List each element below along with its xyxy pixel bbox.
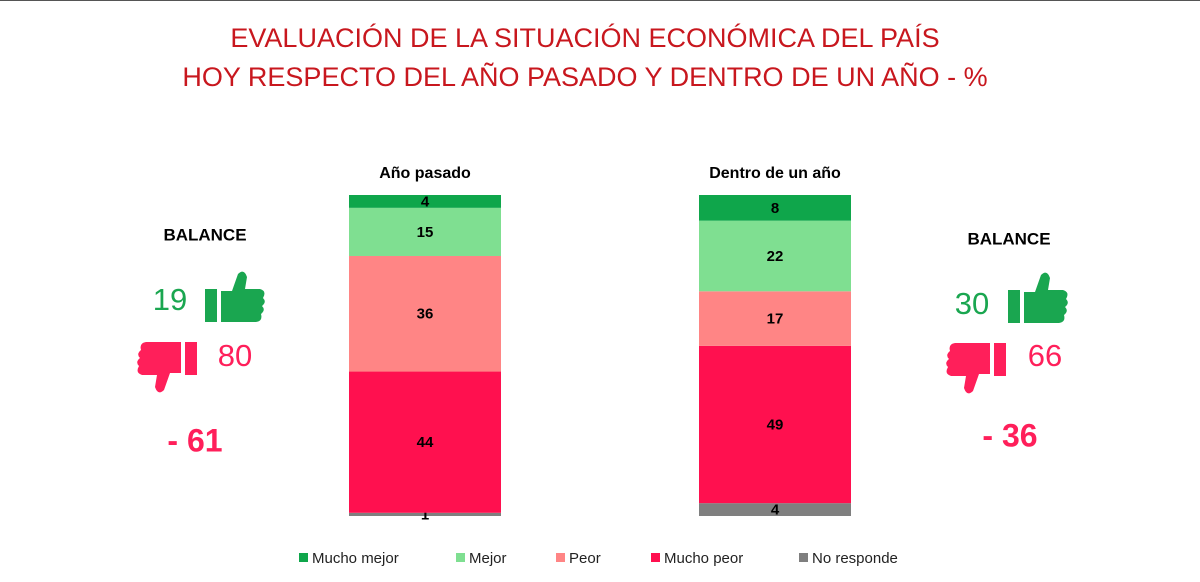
- legend-label: No responde: [812, 550, 898, 567]
- bar-segment: [349, 371, 501, 513]
- data-label: 36: [417, 306, 434, 323]
- thumb-up-icon: [1008, 272, 1068, 323]
- thumb-down-icon: [137, 342, 197, 393]
- data-label: 1: [421, 506, 429, 523]
- legend-label: Mucho mejor: [312, 550, 399, 567]
- data-label: 49: [767, 416, 784, 433]
- balance-positive: 30: [955, 286, 989, 321]
- data-label: 15: [417, 224, 434, 241]
- data-label: 8: [771, 200, 779, 217]
- data-label: 4: [421, 193, 430, 210]
- data-label: 44: [417, 434, 434, 451]
- bar-segment: [699, 345, 851, 504]
- bar-segment: [349, 255, 501, 372]
- bar-segment: [699, 291, 851, 346]
- chart-title: EVALUACIÓN DE LA SITUACIÓN ECONÓMICA DEL…: [230, 22, 939, 53]
- legend-swatch: [456, 553, 465, 562]
- legend-swatch: [651, 553, 660, 562]
- category-label: Dentro de un año: [709, 165, 841, 182]
- thumb-up-icon: [205, 271, 265, 322]
- bar-segment: [699, 220, 851, 292]
- balance-negative: 80: [218, 338, 252, 373]
- data-label: 22: [767, 248, 784, 265]
- bar-segment: [349, 512, 501, 516]
- legend-label: Peor: [569, 550, 601, 567]
- legend-label: Mejor: [469, 550, 507, 567]
- legend-swatch: [299, 553, 308, 562]
- balance-net: - 36: [982, 417, 1037, 453]
- balance-negative: 66: [1028, 338, 1062, 373]
- bar-segment: [349, 207, 501, 256]
- data-label: 17: [767, 311, 784, 328]
- balance-positive: 19: [153, 282, 187, 317]
- bar-segment: [349, 195, 501, 208]
- legend-swatch: [799, 553, 808, 562]
- bar-segment: [699, 503, 851, 516]
- chart-title: HOY RESPECTO DEL AÑO PASADO Y DENTRO DE …: [182, 61, 987, 92]
- thumb-down-icon: [946, 343, 1006, 394]
- legend-swatch: [556, 553, 565, 562]
- data-label: 4: [771, 502, 780, 519]
- balance-title: BALANCE: [967, 229, 1050, 248]
- balance-title: BALANCE: [163, 225, 246, 244]
- category-label: Año pasado: [379, 165, 471, 182]
- bar-segment: [699, 195, 851, 221]
- balance-net: - 61: [167, 422, 222, 458]
- legend-label: Mucho peor: [664, 550, 743, 567]
